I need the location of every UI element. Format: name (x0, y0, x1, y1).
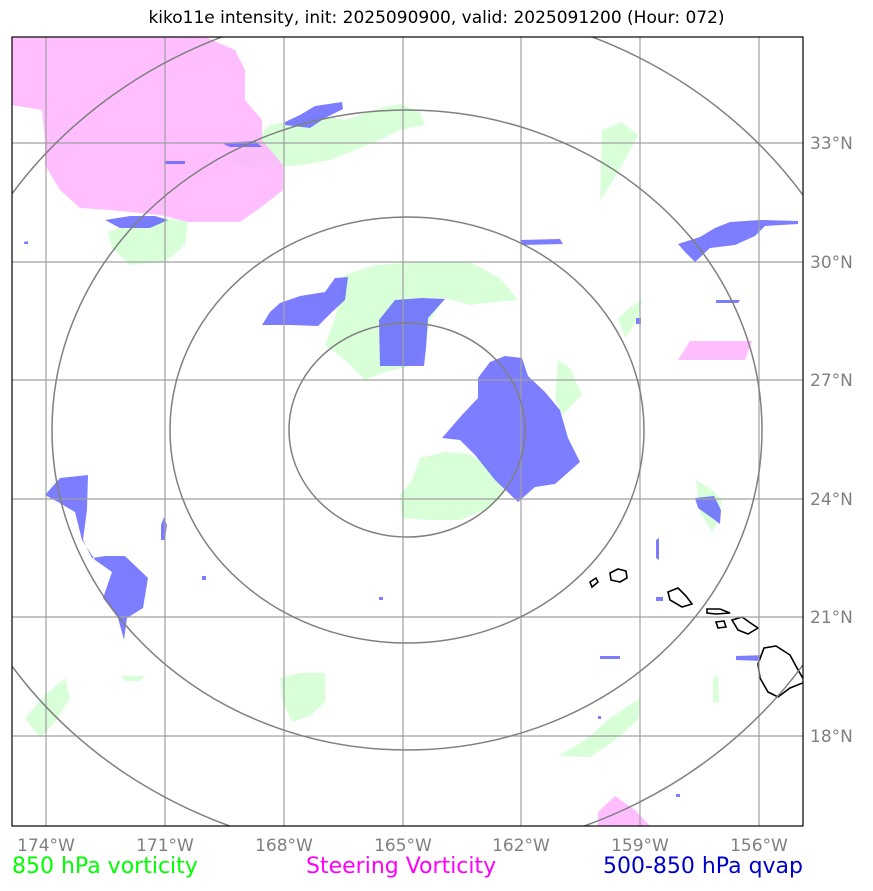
lat-tick-label: 30°N (810, 253, 853, 273)
graticule (12, 37, 803, 826)
qvap-region (676, 794, 680, 797)
range-ring-3 (51, 109, 763, 751)
lon-tick-labels: 174°W 171°W 168°W 165°W 162°W 159°W 156°… (17, 836, 788, 856)
vorticity-850-region (280, 673, 325, 722)
qvap-region (656, 597, 663, 601)
vorticity-850-region (558, 698, 640, 757)
range-ring-1 (288, 322, 526, 538)
qvap-region (379, 597, 383, 600)
qvap-region (716, 300, 740, 303)
vorticity-850-region (400, 452, 505, 520)
steering-vorticity-layer (12, 37, 752, 826)
vorticity-850-region (225, 104, 425, 168)
vorticity-850-region (618, 300, 642, 338)
qvap-region (442, 356, 580, 502)
qvap-region (656, 538, 659, 560)
qvap-region (45, 475, 148, 640)
qvap-region (165, 161, 185, 164)
coastline-layer (589, 568, 803, 698)
vorticity-850-region (108, 218, 188, 265)
lon-tick-label: 156°W (730, 836, 788, 856)
lon-tick-label: 162°W (492, 836, 550, 856)
qvap-region (161, 517, 167, 540)
steering-vorticity-region (12, 37, 283, 222)
lat-tick-label: 24°N (810, 490, 853, 510)
steering-vorticity-region (598, 796, 650, 826)
coastline-kauai (609, 568, 628, 583)
legend-vorticity-850: 850 hPa vorticity (12, 854, 198, 879)
qvap-region (695, 496, 721, 524)
map-title: kiko11e intensity, init: 2025090900, val… (148, 8, 725, 28)
vorticity-850-region (555, 360, 582, 415)
map-frame (11, 36, 804, 827)
coastline-oahu (667, 587, 694, 608)
coastline-niihau (589, 576, 599, 589)
map-plot-area (12, 37, 803, 826)
qvap-region (285, 102, 343, 128)
lon-tick-label: 159°W (611, 836, 669, 856)
qvap-region (520, 239, 563, 245)
qvap-region (202, 576, 206, 580)
qvap-region (24, 241, 28, 244)
steering-vorticity-region (678, 341, 752, 360)
lat-tick-label: 27°N (810, 371, 853, 391)
lat-tick-label: 21°N (810, 608, 853, 628)
qvap-region (678, 220, 798, 262)
lat-tick-label: 33°N (810, 134, 853, 154)
lon-tick-label: 168°W (255, 836, 313, 856)
legend-steering-vorticity: Steering Vorticity (306, 854, 497, 879)
lon-tick-label: 174°W (17, 836, 75, 856)
lon-tick-label: 171°W (136, 836, 194, 856)
legend-qvap: 500-850 hPa qvap (602, 854, 803, 879)
lat-tick-label: 18°N (810, 727, 853, 747)
coastline-molokai (706, 608, 731, 615)
coastline-maui (730, 616, 760, 635)
qvap-region (379, 298, 445, 366)
vorticity-850-region (713, 675, 719, 702)
range-ring-2 (169, 216, 645, 644)
qvap-region (600, 656, 620, 659)
vorticity-850-region (122, 676, 145, 681)
range-rings (12, 37, 803, 826)
qvap-region (598, 716, 601, 719)
qvap-region (736, 655, 765, 661)
vorticity-850-region (600, 122, 638, 200)
coastline-lanai (714, 620, 728, 629)
lat-tick-labels: 33°N 30°N 27°N 24°N 21°N 18°N (810, 134, 853, 747)
lon-tick-label: 165°W (374, 836, 432, 856)
